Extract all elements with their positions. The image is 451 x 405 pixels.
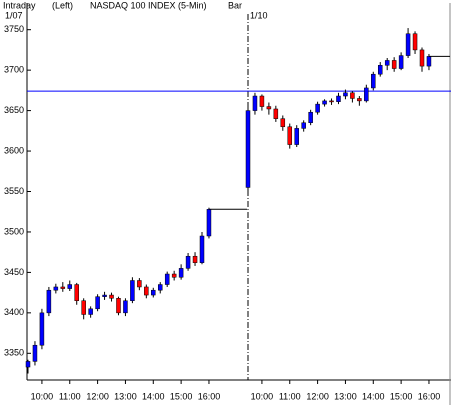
candle-body bbox=[109, 294, 114, 299]
y-tick-label: 3400 bbox=[4, 307, 24, 317]
candle-body bbox=[412, 33, 418, 51]
candle-body bbox=[419, 49, 425, 67]
y-tick-label: 3750 bbox=[4, 24, 24, 34]
x-tick-label: 13:00 bbox=[334, 391, 357, 401]
candle-body bbox=[343, 92, 348, 97]
candle-body bbox=[192, 255, 198, 263]
candle-body bbox=[301, 122, 306, 129]
candle-body bbox=[67, 284, 73, 289]
date-label: 1/10 bbox=[250, 10, 268, 20]
candle-body bbox=[273, 108, 279, 119]
candle-body bbox=[252, 95, 258, 111]
candle-body bbox=[157, 284, 163, 291]
x-tick-label: 16:00 bbox=[418, 391, 441, 401]
candle-body bbox=[60, 286, 66, 289]
candle-body bbox=[53, 286, 59, 291]
x-tick-label: 12:00 bbox=[86, 391, 109, 401]
x-tick-label: 11:00 bbox=[279, 391, 301, 401]
candle-body bbox=[123, 300, 128, 314]
x-tick-label: 10:00 bbox=[251, 391, 274, 401]
x-tick-label: 14:00 bbox=[362, 391, 385, 401]
x-tick-label: 14:00 bbox=[142, 391, 165, 401]
y-tick-label: 3600 bbox=[4, 145, 24, 155]
candle-body bbox=[95, 296, 100, 310]
candle-body bbox=[25, 361, 31, 368]
x-tick-label: 13:00 bbox=[114, 391, 137, 401]
candle-body bbox=[130, 280, 135, 301]
candle-body bbox=[280, 118, 286, 128]
x-tick-label: 15:00 bbox=[390, 391, 413, 401]
candle-body bbox=[405, 33, 411, 56]
candle-body bbox=[245, 110, 251, 188]
candle-body bbox=[329, 100, 334, 103]
candle-body bbox=[151, 289, 156, 296]
y-tick-label: 3700 bbox=[4, 65, 24, 75]
y-tick-label: 3350 bbox=[4, 348, 24, 358]
candle-body bbox=[144, 286, 149, 296]
candle-body bbox=[426, 56, 432, 67]
candle-body bbox=[164, 273, 170, 285]
candle-body bbox=[357, 98, 362, 102]
x-tick-label: 11:00 bbox=[59, 391, 81, 401]
candle-body bbox=[74, 284, 79, 301]
x-tick-label: 16:00 bbox=[198, 391, 221, 401]
candle-body bbox=[88, 308, 93, 315]
y-tick-label: 3550 bbox=[4, 186, 24, 196]
candle-body bbox=[287, 126, 293, 145]
date-label: 1/07 bbox=[5, 10, 23, 20]
candle-body bbox=[294, 128, 299, 145]
candle-body bbox=[81, 300, 86, 315]
candle-body bbox=[384, 60, 390, 66]
x-tick-label: 12:00 bbox=[306, 391, 329, 401]
candle-body bbox=[206, 209, 212, 237]
header-side: (Left) bbox=[52, 0, 73, 10]
candle-body bbox=[199, 235, 205, 263]
y-tick-label: 3650 bbox=[4, 105, 24, 115]
candle-body bbox=[171, 273, 177, 278]
candle-body bbox=[185, 255, 191, 269]
candle-body bbox=[391, 60, 397, 69]
candle-body bbox=[322, 100, 327, 105]
candle-body bbox=[46, 289, 52, 314]
candle-body bbox=[116, 298, 121, 314]
candle-body bbox=[398, 55, 404, 69]
candle-body bbox=[371, 73, 376, 89]
candle-body bbox=[39, 312, 45, 346]
candle-body bbox=[364, 87, 369, 102]
candle-body bbox=[315, 103, 320, 113]
candle-body bbox=[259, 95, 265, 107]
y-tick-label: 3450 bbox=[4, 267, 24, 277]
candle-body bbox=[137, 280, 142, 288]
header-style: Bar bbox=[228, 0, 242, 10]
candle-body bbox=[350, 92, 355, 99]
x-tick-label: 10:00 bbox=[31, 391, 54, 401]
candle-body bbox=[102, 294, 107, 297]
candle-body bbox=[377, 65, 383, 75]
chart-title: NASDAQ 100 INDEX (5-Min) bbox=[90, 0, 207, 10]
candle-body bbox=[336, 95, 341, 102]
candle-body bbox=[308, 111, 313, 123]
header-label: Intraday bbox=[3, 0, 36, 10]
candle-body bbox=[178, 268, 184, 278]
candle-body bbox=[32, 344, 38, 362]
candle-body bbox=[266, 106, 272, 110]
y-tick-label: 3500 bbox=[4, 226, 24, 236]
x-tick-label: 15:00 bbox=[170, 391, 193, 401]
